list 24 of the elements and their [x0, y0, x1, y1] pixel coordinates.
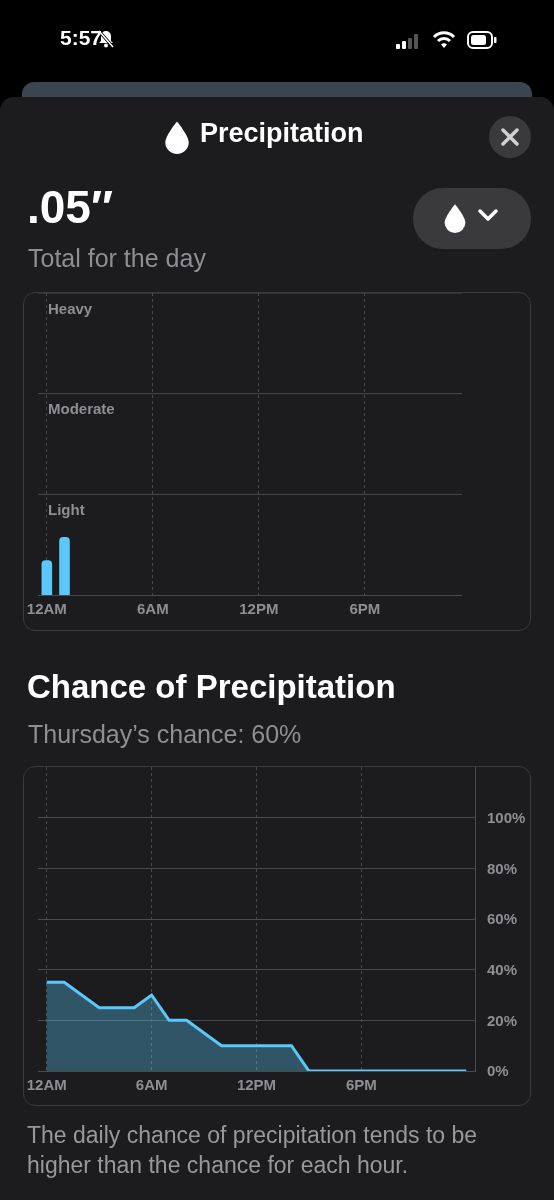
x-tick-label: 6AM [135, 1076, 168, 1093]
text: Heavy [48, 300, 93, 317]
chart-subtitle: Thursday’s chance: 60% [28, 720, 302, 749]
y-tick-label: 20% [487, 1011, 518, 1029]
x-tick-label: 12AM [26, 1076, 67, 1093]
y-tick-label: 40% [487, 960, 518, 978]
y-tick-label: 100% [487, 808, 526, 826]
y-tick-label: 80% [487, 859, 518, 877]
chart-subtitle: Total for the day [28, 244, 206, 273]
chart-title: .05″ [27, 180, 113, 234]
text: The daily chance of precipitation tends to be higher than the chance for each hour. [27, 1121, 479, 1180]
x-tick-label: 12AM [26, 600, 67, 617]
text: Precipitation [200, 118, 364, 149]
text: Light [48, 501, 85, 518]
y-tick-label: 60% [487, 910, 518, 928]
x-tick-label: 6PM [345, 1076, 377, 1093]
y-tick-label: 0% [487, 1062, 509, 1080]
text: Moderate [48, 400, 115, 417]
x-tick-label: 12PM [236, 1076, 277, 1093]
x-tick-label: 6PM [349, 600, 381, 617]
x-tick-label: 12PM [239, 600, 279, 617]
x-tick-label: 6AM [136, 600, 169, 617]
chart-title: Chance of Precipitation [27, 668, 396, 706]
text: 5:57 [60, 26, 103, 50]
